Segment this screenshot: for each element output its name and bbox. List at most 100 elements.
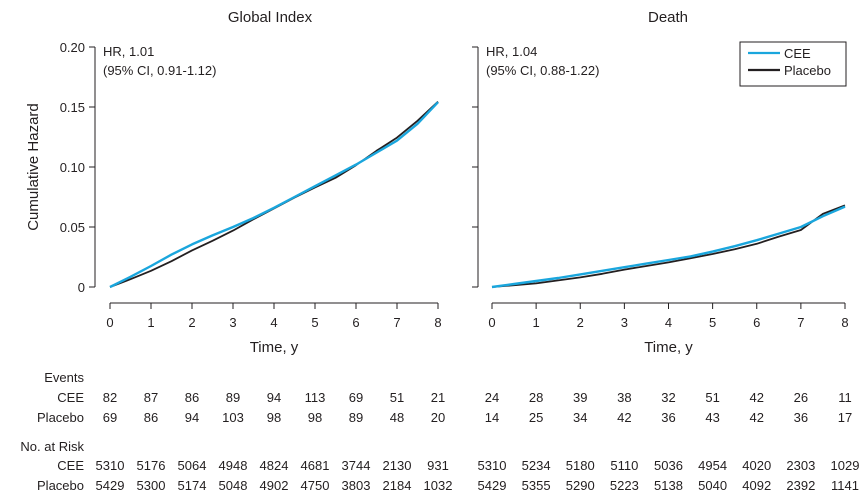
- at-risk-value-cee: 4824: [260, 458, 289, 473]
- events-value-placebo: 25: [529, 410, 543, 425]
- series-line-cee: [491, 205, 846, 289]
- legend-box: [739, 41, 847, 87]
- at-risk-value-placebo: 3803: [342, 478, 371, 493]
- at-risk-value-placebo: 5174: [178, 478, 207, 493]
- events-value-cee: 82: [103, 390, 117, 405]
- y-tick-label: 0.10: [60, 160, 85, 175]
- hr-annotation: HR, 1.01: [103, 44, 154, 59]
- at-risk-value-cee: 5110: [610, 458, 638, 473]
- x-tick-label: 0: [106, 315, 113, 330]
- y-tick-label: 0.20: [60, 40, 85, 55]
- x-tick-label: 8: [841, 315, 848, 330]
- events-value-cee: 21: [431, 390, 445, 405]
- at-risk-value-cee: 5180: [566, 458, 595, 473]
- events-row-label-cee: CEE: [57, 390, 84, 405]
- at-risk-value-placebo: 2392: [786, 478, 815, 493]
- x-tick-label: 3: [621, 315, 628, 330]
- y-tick-label: 0: [78, 280, 85, 295]
- events-value-cee: 42: [750, 390, 764, 405]
- events-value-cee: 113: [305, 390, 326, 405]
- events-value-placebo: 36: [661, 410, 675, 425]
- at-risk-value-placebo: 1141: [831, 478, 859, 493]
- at-risk-value-cee: 2303: [786, 458, 815, 473]
- events-value-cee: 87: [144, 390, 158, 405]
- at-risk-value-placebo: 5429: [478, 478, 507, 493]
- at-risk-value-cee: 5176: [137, 458, 166, 473]
- series-line-placebo: [491, 204, 846, 288]
- at-risk-value-cee: 931: [427, 458, 449, 473]
- at-risk-value-cee: 5234: [522, 458, 551, 473]
- at-risk-value-placebo: 4092: [742, 478, 771, 493]
- events-value-cee: 38: [617, 390, 631, 405]
- events-value-placebo: 98: [308, 410, 322, 425]
- events-value-placebo: 98: [267, 410, 281, 425]
- at-risk-value-placebo: 5048: [219, 478, 248, 493]
- events-value-placebo: 20: [431, 410, 445, 425]
- x-tick-label: 4: [665, 315, 672, 330]
- at-risk-label: No. at Risk: [20, 439, 84, 454]
- at-risk-value-placebo: 5290: [566, 478, 595, 493]
- y-tick-label: 0.15: [60, 100, 85, 115]
- at-risk-value-cee: 2130: [383, 458, 412, 473]
- events-value-placebo: 86: [144, 410, 158, 425]
- events-value-placebo: 89: [349, 410, 363, 425]
- x-tick-label: 7: [393, 315, 400, 330]
- events-value-placebo: 36: [794, 410, 808, 425]
- at-risk-value-placebo: 5300: [137, 478, 166, 493]
- events-value-placebo: 42: [617, 410, 631, 425]
- at-risk-value-placebo: 5355: [522, 478, 551, 493]
- at-risk-value-placebo: 2184: [383, 478, 412, 493]
- at-risk-value-cee: 4020: [742, 458, 771, 473]
- at-risk-value-placebo: 4902: [260, 478, 289, 493]
- at-risk-value-placebo: 5429: [96, 478, 125, 493]
- events-value-cee: 86: [185, 390, 199, 405]
- at-risk-value-cee: 1029: [831, 458, 860, 473]
- at-risk-value-cee: 5310: [96, 458, 125, 473]
- at-risk-value-cee: 3744: [342, 458, 371, 473]
- events-value-placebo: 103: [222, 410, 244, 425]
- events-value-placebo: 69: [103, 410, 117, 425]
- events-value-placebo: 34: [573, 410, 587, 425]
- at-risk-value-placebo: 5223: [610, 478, 639, 493]
- x-axis-label: Time, y: [250, 339, 299, 356]
- at-risk-value-cee: 4681: [301, 458, 330, 473]
- hr-annotation: HR, 1.04: [486, 44, 537, 59]
- events-value-placebo: 43: [705, 410, 719, 425]
- at-risk-value-cee: 5064: [178, 458, 207, 473]
- events-value-cee: 94: [267, 390, 281, 405]
- x-axis-label: Time, y: [644, 339, 693, 356]
- events-value-cee: 51: [705, 390, 719, 405]
- x-tick-label: 8: [434, 315, 441, 330]
- series-line-cee: [109, 101, 439, 289]
- at-risk-value-cee: 5036: [654, 458, 683, 473]
- events-value-placebo: 42: [750, 410, 764, 425]
- events-value-placebo: 94: [185, 410, 199, 425]
- x-tick-label: 6: [753, 315, 760, 330]
- x-tick-label: 2: [577, 315, 584, 330]
- x-tick-label: 1: [533, 315, 540, 330]
- at-risk-value-placebo: 5040: [698, 478, 727, 493]
- hr-annotation: (95% CI, 0.88-1.22): [486, 63, 599, 78]
- panel-title: Global Index: [228, 9, 313, 26]
- events-value-placebo: 14: [485, 410, 499, 425]
- at-risk-value-cee: 5310: [478, 458, 507, 473]
- events-value-cee: 26: [794, 390, 808, 405]
- y-axis-label: Cumulative Hazard: [25, 103, 42, 231]
- panel-global-index: Global Index 0 0.05 0.10 0.15 0.20 0 1 2 3 4 5 6 7 8 Ti…: [60, 9, 453, 493]
- events-value-cee: 24: [485, 390, 499, 405]
- x-tick-label: 3: [229, 315, 236, 330]
- at-risk-value-placebo: 5138: [654, 478, 683, 493]
- at-risk-value-placebo: 1032: [424, 478, 453, 493]
- at-risk-row-label-placebo: Placebo: [37, 478, 84, 493]
- at-risk-value-placebo: 4750: [301, 478, 330, 493]
- at-risk-row-label-cee: CEE: [57, 458, 84, 473]
- events-value-placebo: 17: [838, 410, 852, 425]
- legend-label-cee: CEE: [784, 46, 811, 61]
- events-value-placebo: 48: [390, 410, 404, 425]
- events-value-cee: 11: [838, 390, 852, 405]
- events-value-cee: 39: [573, 390, 587, 405]
- x-tick-label: 5: [709, 315, 716, 330]
- events-value-cee: 89: [226, 390, 240, 405]
